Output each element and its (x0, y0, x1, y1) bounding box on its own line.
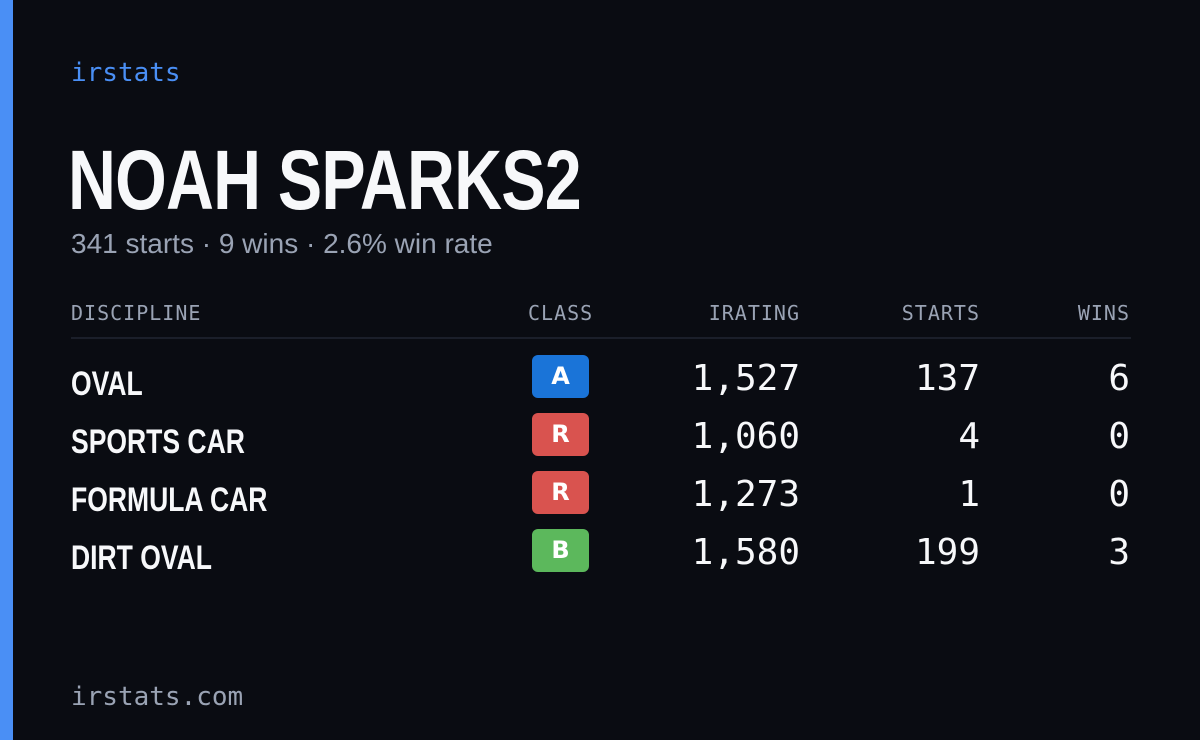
irating-value: 1,060 (691, 416, 800, 457)
starts-value: 4 (958, 416, 980, 457)
irating-value: 1,273 (691, 474, 800, 515)
class-badge: R (532, 413, 589, 456)
discipline-name: OVAL (71, 365, 143, 403)
class-badge: B (532, 529, 589, 572)
header-discipline: DISCIPLINE (71, 301, 202, 325)
starts-value: 199 (914, 532, 980, 573)
brand-logo: irstats (71, 58, 181, 88)
discipline-name: FORMULA CAR (71, 481, 268, 519)
header-class: CLASS (528, 301, 594, 325)
irating-value: 1,527 (691, 358, 800, 399)
discipline-name: SPORTS CAR (71, 423, 245, 461)
header-starts: STARTS (901, 301, 980, 325)
table-row: DIRT OVAL B 1,580 199 3 (71, 513, 1131, 577)
accent-bar (0, 0, 13, 740)
player-name: NOAH SPARKS2 (68, 133, 582, 227)
class-badge: A (532, 355, 589, 398)
wins-value: 0 (1108, 474, 1130, 515)
stats-table: DISCIPLINE CLASS IRATING STARTS WINS OVA… (71, 296, 1131, 577)
class-badge: R (532, 471, 589, 514)
table-header: DISCIPLINE CLASS IRATING STARTS WINS (71, 296, 1131, 339)
starts-value: 1 (958, 474, 980, 515)
irating-value: 1,580 (691, 532, 800, 573)
player-summary: 341 starts · 9 wins · 2.6% win rate (71, 228, 493, 259)
wins-value: 3 (1108, 532, 1130, 573)
footer-url: irstats.com (71, 682, 244, 712)
discipline-name: DIRT OVAL (71, 539, 212, 577)
starts-value: 137 (914, 358, 980, 399)
table-row: OVAL A 1,527 137 6 (71, 339, 1131, 403)
header-irating: IRATING (708, 301, 800, 325)
header-wins: WINS (1077, 301, 1130, 325)
table-row: FORMULA CAR R 1,273 1 0 (71, 455, 1131, 519)
wins-value: 6 (1108, 358, 1130, 399)
wins-value: 0 (1108, 416, 1130, 457)
table-row: SPORTS CAR R 1,060 4 0 (71, 397, 1131, 461)
